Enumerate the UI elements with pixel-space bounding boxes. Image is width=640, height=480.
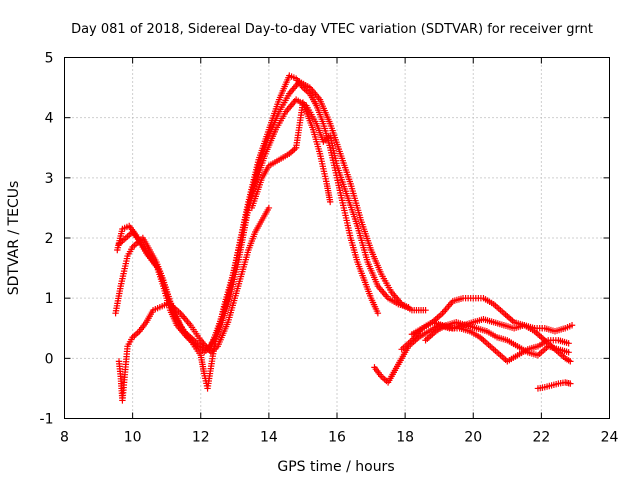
data-point (405, 303, 412, 311)
data-point (326, 198, 334, 206)
x-tick-label: 20 (464, 430, 482, 446)
series-track-10 (534, 379, 574, 392)
series-track-5 (248, 99, 334, 212)
data-point (568, 322, 576, 329)
data-point (422, 307, 429, 314)
x-tick-label: 12 (192, 430, 210, 446)
y-axis-label: SDTVAR / TECUs (6, 181, 22, 296)
y-tick-label: 2 (45, 231, 54, 247)
data-layer (112, 72, 576, 404)
y-tick-label: 3 (45, 171, 54, 187)
data-point (565, 349, 572, 356)
data-point (567, 358, 574, 365)
y-tick-label: 5 (45, 51, 54, 67)
series-track-9 (422, 319, 572, 359)
series-track-4 (115, 204, 273, 404)
y-tick-label: 0 (45, 351, 54, 367)
x-tick-label: 24 (601, 430, 619, 446)
x-tick-label: 16 (328, 430, 346, 446)
x-tick-label: 8 (60, 430, 69, 446)
x-axis-label: GPS time / hours (277, 459, 394, 475)
chart-title: Day 081 of 2018, Sidereal Day-to-day VTE… (71, 22, 593, 37)
data-point (567, 380, 574, 387)
y-tick-label: 4 (45, 111, 54, 127)
data-point (565, 340, 572, 347)
x-tick-label: 14 (260, 430, 278, 446)
grid-layer (64, 57, 610, 419)
series-track-8 (408, 316, 576, 338)
data-point (265, 204, 273, 212)
x-tick-label: 22 (532, 430, 550, 446)
x-tick-label: 10 (124, 430, 142, 446)
x-tick-label: 18 (396, 430, 414, 446)
y-tick-label: -1 (40, 412, 54, 428)
y-tick-label: 1 (45, 291, 54, 307)
data-point (374, 310, 382, 317)
